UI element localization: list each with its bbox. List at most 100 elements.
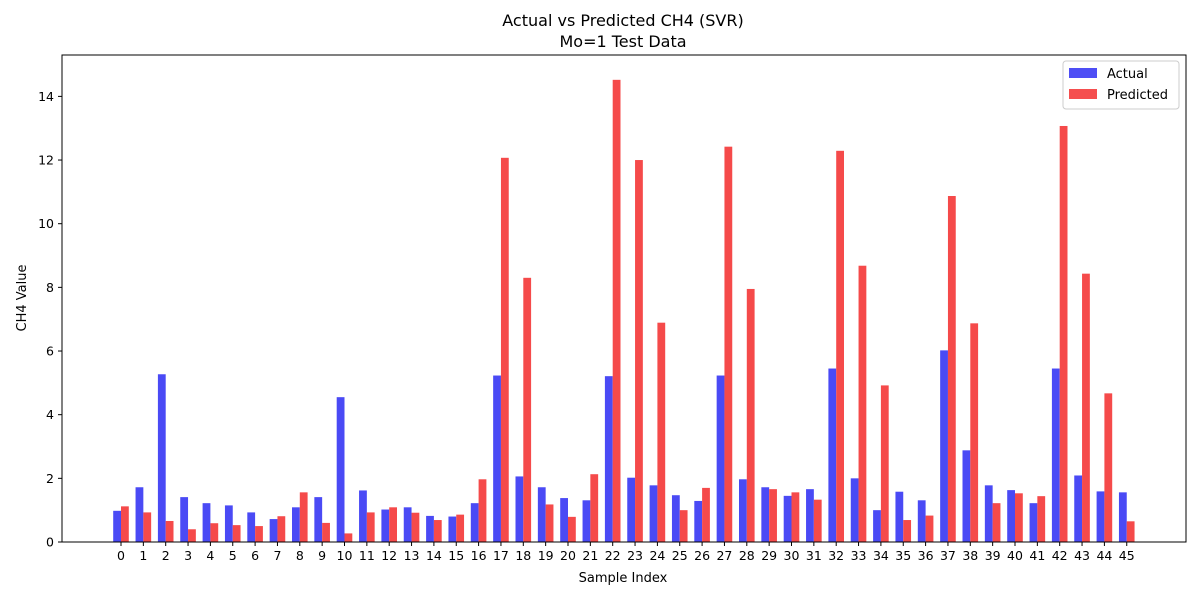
x-tick-label: 0 <box>117 548 125 563</box>
bar-actual-4 <box>202 503 211 542</box>
x-tick-label: 3 <box>184 548 192 563</box>
bar-predicted-24 <box>657 322 666 542</box>
bar-actual-18 <box>515 476 524 542</box>
bar-predicted-15 <box>456 514 465 542</box>
bar-predicted-18 <box>523 277 532 542</box>
x-tick-label: 6 <box>251 548 259 563</box>
bar-predicted-28 <box>746 288 755 542</box>
x-tick-label: 39 <box>985 548 1001 563</box>
bar-predicted-0 <box>121 506 129 542</box>
bar-predicted-29 <box>769 489 777 542</box>
bar-predicted-38 <box>970 323 979 542</box>
x-tick-label: 43 <box>1074 548 1090 563</box>
bar-actual-13 <box>403 507 412 542</box>
legend: Actual Predicted <box>1062 60 1180 110</box>
x-tick-label: 21 <box>582 548 598 563</box>
y-tick-label: 14 <box>38 89 54 104</box>
bar-actual-16 <box>470 503 479 542</box>
bar-predicted-42 <box>1059 125 1068 542</box>
x-tick-label: 23 <box>627 548 643 563</box>
bar-predicted-33 <box>858 265 867 542</box>
bar-predicted-41 <box>1037 496 1046 542</box>
y-tick-label: 2 <box>46 471 54 486</box>
x-tick-label: 7 <box>273 548 281 563</box>
x-tick-label: 26 <box>694 548 710 563</box>
bar-predicted-3 <box>188 529 196 542</box>
y-tick-label: 4 <box>46 407 54 422</box>
x-tick-label: 1 <box>139 548 147 563</box>
bar-actual-29 <box>761 487 770 542</box>
bar-predicted-21 <box>590 474 599 542</box>
bar-predicted-8 <box>299 492 308 542</box>
bar-predicted-22 <box>612 79 621 542</box>
bar-actual-42 <box>1051 368 1060 542</box>
bar-actual-33 <box>850 478 859 542</box>
bar-actual-26 <box>694 500 703 542</box>
bar-predicted-17 <box>500 157 509 542</box>
bar-actual-41 <box>1029 503 1038 542</box>
bar-actual-43 <box>1074 475 1083 542</box>
bar-predicted-36 <box>925 515 934 542</box>
bar-actual-36 <box>917 500 926 542</box>
bar-actual-2 <box>157 374 166 542</box>
x-tick-label: 5 <box>229 548 237 563</box>
x-tick-label: 40 <box>1007 548 1023 563</box>
bar-actual-32 <box>828 368 837 542</box>
x-tick-label: 10 <box>337 548 353 563</box>
x-tick-label: 38 <box>962 548 978 563</box>
x-tick-label: 31 <box>806 548 822 563</box>
x-tick-label: 12 <box>381 548 397 563</box>
legend-label-actual: Actual <box>1107 67 1148 82</box>
y-tick-label: 6 <box>46 344 54 359</box>
bar-predicted-19 <box>545 504 554 542</box>
x-tick-label: 9 <box>318 548 326 563</box>
legend-swatch-actual <box>1069 68 1097 78</box>
x-tick-label: 42 <box>1052 548 1068 563</box>
bar-actual-7 <box>269 519 278 542</box>
bar-actual-30 <box>783 495 792 542</box>
bar-actual-38 <box>962 450 971 542</box>
bar-predicted-4 <box>210 523 219 542</box>
bar-predicted-16 <box>478 479 487 542</box>
x-tick-label: 2 <box>162 548 170 563</box>
bar-predicted-32 <box>836 150 844 542</box>
bar-actual-3 <box>180 497 189 542</box>
bar-actual-0 <box>113 510 121 542</box>
bar-predicted-13 <box>411 512 420 542</box>
bar-actual-6 <box>247 512 256 542</box>
x-tick-label: 24 <box>649 548 665 563</box>
y-tick-label: 0 <box>46 535 54 550</box>
x-tick-label: 15 <box>448 548 464 563</box>
x-tick-label: 19 <box>538 548 554 563</box>
bar-actual-39 <box>984 485 993 542</box>
x-tick-label: 44 <box>1096 548 1112 563</box>
x-tick-label: 33 <box>851 548 867 563</box>
chart-title: Actual vs Predicted CH4 (SVR) <box>502 11 743 30</box>
bar-actual-23 <box>627 477 636 542</box>
bar-predicted-10 <box>344 533 353 542</box>
bar-predicted-40 <box>1015 493 1023 542</box>
bar-predicted-2 <box>165 520 174 542</box>
bar-predicted-20 <box>568 516 576 542</box>
bar-actual-25 <box>671 495 680 542</box>
legend-label-predicted: Predicted <box>1107 88 1168 103</box>
bar-actual-1 <box>135 487 144 542</box>
bar-actual-21 <box>582 500 591 542</box>
legend-swatch-predicted <box>1069 89 1097 99</box>
x-tick-label: 28 <box>739 548 755 563</box>
bar-actual-37 <box>940 350 948 542</box>
bar-actual-40 <box>1007 490 1015 542</box>
x-tick-label: 22 <box>605 548 621 563</box>
bar-predicted-7 <box>277 516 286 542</box>
x-axis-ticks: 0 1 2 3 4 5 6 7 8 9 10 11 12 13 14 15 16 17 18 19 20 21 22 23 24… <box>117 542 1135 563</box>
bar-actual-12 <box>381 509 390 542</box>
y-tick-label: 8 <box>46 280 54 295</box>
bar-actual-19 <box>537 487 546 542</box>
bar-predicted-39 <box>992 503 1001 542</box>
bar-actual-34 <box>873 510 881 542</box>
bar-predicted-31 <box>813 499 822 542</box>
bar-predicted-45 <box>1126 521 1135 542</box>
bar-predicted-43 <box>1082 273 1090 542</box>
bar-actual-27 <box>716 375 725 542</box>
